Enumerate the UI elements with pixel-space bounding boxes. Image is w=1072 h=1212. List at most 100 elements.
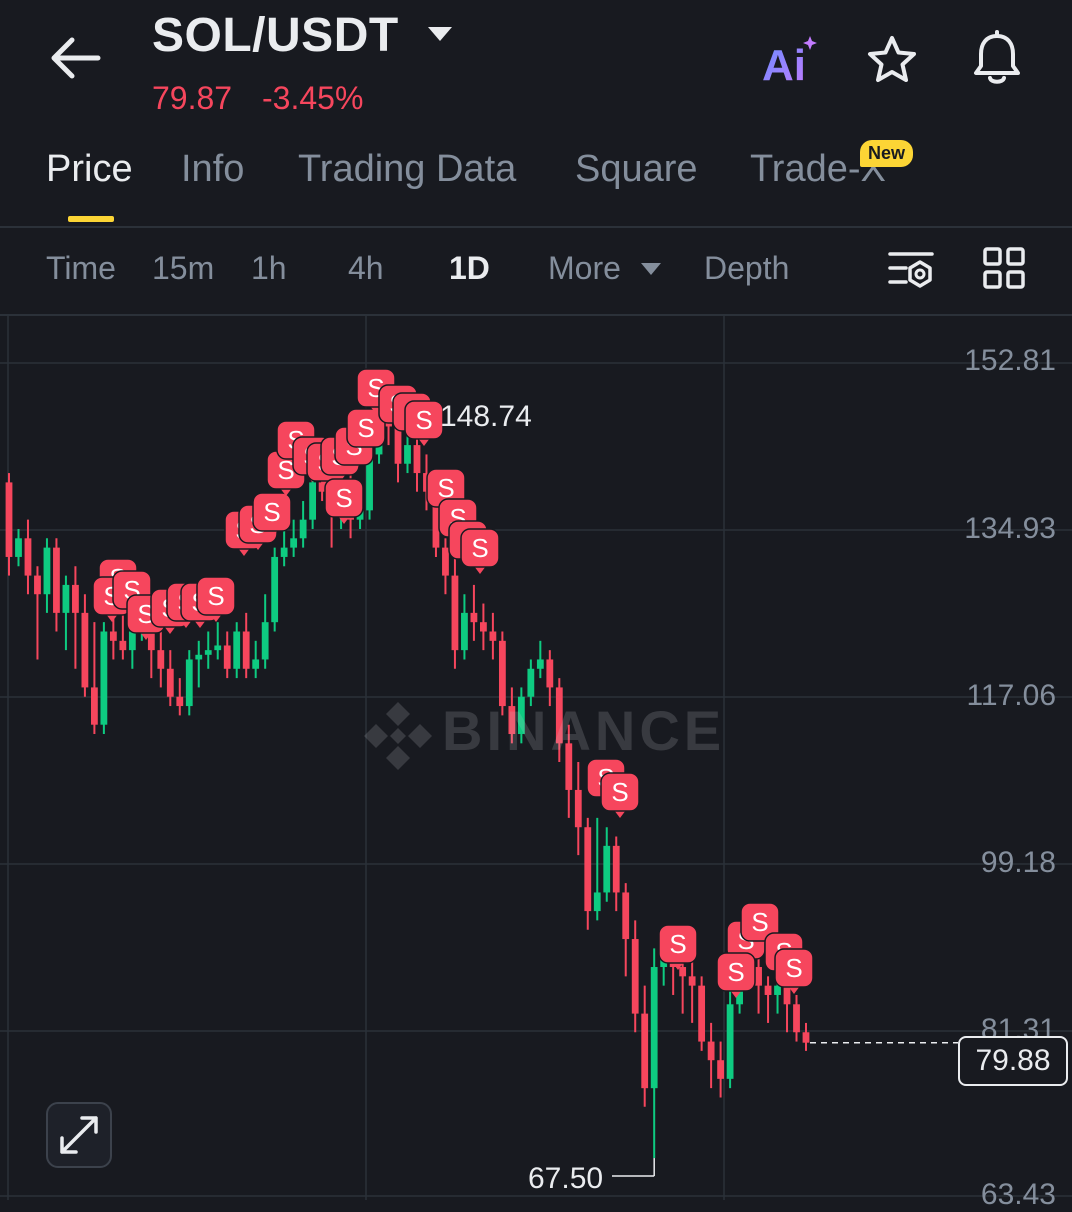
sell-marker[interactable]: S: [196, 576, 236, 622]
candle-body: [622, 892, 630, 940]
candlestick-chart[interactable]: SSSSSSSSSSSSSSSSSSSSSSSSSSSSSSSSSSS: [0, 316, 1072, 1200]
candle-body: [688, 976, 696, 986]
ai-label: Ai: [762, 41, 806, 84]
candle-body: [555, 687, 563, 744]
sell-marker-label: S: [277, 455, 294, 485]
candle-body: [574, 789, 582, 828]
sell-marker-label: S: [207, 581, 224, 611]
sell-marker[interactable]: S: [600, 772, 640, 818]
sell-marker[interactable]: S: [252, 492, 292, 538]
tf-4h[interactable]: 4h: [348, 250, 384, 286]
tab-square[interactable]: Square: [575, 148, 698, 190]
candle-body: [214, 645, 222, 651]
more-caret-icon[interactable]: [640, 262, 662, 276]
sell-marker[interactable]: S: [740, 902, 780, 948]
candle-body: [280, 547, 288, 557]
ai-icon[interactable]: Ai: [760, 34, 820, 84]
tf-time[interactable]: Time: [46, 250, 116, 286]
candle-body: [119, 640, 127, 651]
timeframe-bar: Time 15m 1h 4h 1D More Depth: [0, 228, 1072, 316]
candle-body: [489, 631, 497, 641]
pair-title[interactable]: SOL/USDT: [152, 9, 399, 62]
candle-body: [15, 538, 22, 557]
candle-body: [109, 631, 117, 641]
candle-body: [584, 827, 592, 912]
candle-body: [764, 985, 772, 995]
sell-marker-label: S: [263, 497, 280, 527]
sell-marker[interactable]: S: [426, 468, 466, 514]
low-price-label: 67.50: [528, 1162, 604, 1195]
header: SOL/USDT 79.87 -3.45% Ai: [0, 0, 1072, 130]
candle-body: [242, 631, 250, 669]
sell-marker-label: S: [669, 929, 686, 959]
tab-info[interactable]: Info: [181, 148, 245, 190]
tab-trading-data[interactable]: Trading Data: [298, 148, 517, 190]
sell-marker[interactable]: S: [716, 952, 756, 998]
candle-body: [707, 1041, 715, 1061]
watermark-text: BINANCE: [442, 699, 726, 762]
active-tab-indicator: [68, 216, 114, 222]
candle-body: [641, 1013, 649, 1089]
sell-marker-label: S: [611, 777, 628, 807]
tf-1h[interactable]: 1h: [251, 250, 287, 286]
grid-layout-icon[interactable]: [982, 246, 1026, 290]
candle-body: [546, 659, 554, 688]
candle-body: [717, 1060, 725, 1079]
candle-body: [631, 939, 639, 1014]
price-chart[interactable]: SSSSSSSSSSSSSSSSSSSSSSSSSSSSSSSSSSS BINA…: [0, 316, 1072, 1211]
candle-body: [318, 482, 326, 492]
sell-marker[interactable]: S: [460, 528, 500, 574]
y-axis-label: 117.06: [966, 679, 1056, 712]
candle-body: [100, 631, 108, 725]
candle-body: [802, 1032, 810, 1043]
candle-body: [774, 985, 781, 995]
candle-body: [90, 687, 98, 725]
candle-body: [5, 482, 13, 557]
tf-depth[interactable]: Depth: [704, 250, 790, 286]
back-arrow-icon[interactable]: [48, 36, 102, 80]
sell-marker[interactable]: S: [324, 478, 364, 524]
candle-body: [309, 482, 317, 520]
sell-marker[interactable]: S: [774, 948, 814, 994]
candle-body: [157, 650, 165, 669]
candle-body: [147, 622, 155, 651]
candle-body: [413, 445, 421, 474]
candle-body: [783, 985, 791, 1005]
new-badge: New: [860, 140, 914, 167]
sell-marker[interactable]: S: [404, 400, 444, 446]
candle-body: [195, 654, 203, 660]
candle-body: [755, 967, 762, 986]
tf-15m[interactable]: 15m: [152, 250, 215, 286]
candle-body: [404, 445, 411, 464]
candle-body: [394, 426, 402, 464]
candle-body: [517, 696, 525, 735]
tf-more[interactable]: More: [548, 250, 621, 286]
y-axis-label: 152.81: [964, 344, 1056, 377]
candle-body: [603, 845, 611, 893]
candle-body: [176, 696, 184, 707]
fullscreen-button[interactable]: [46, 1102, 112, 1168]
high-price-label: 148.74: [440, 400, 532, 433]
bell-icon[interactable]: [970, 30, 1024, 86]
candle-body: [299, 519, 307, 539]
candle-body: [612, 845, 620, 893]
candle-body: [726, 1004, 734, 1079]
candle-body: [451, 575, 459, 651]
tf-1d[interactable]: 1D: [449, 250, 490, 286]
indicator-settings-icon[interactable]: [888, 248, 934, 292]
expand-icon: [60, 1116, 98, 1154]
sell-marker-label: S: [751, 907, 768, 937]
sell-marker-label: S: [785, 953, 802, 983]
candle-body: [366, 454, 373, 511]
star-icon[interactable]: [866, 34, 918, 86]
sell-marker[interactable]: S: [346, 408, 386, 454]
sell-marker-label: S: [357, 413, 374, 443]
candle-body: [72, 584, 79, 613]
sell-marker[interactable]: S: [658, 924, 698, 970]
candle-body: [480, 622, 487, 632]
tab-price[interactable]: Price: [46, 148, 133, 190]
candle-body: [508, 706, 516, 735]
candle-body: [290, 538, 298, 548]
candle-body: [271, 556, 279, 623]
dropdown-caret-icon[interactable]: [426, 24, 454, 44]
